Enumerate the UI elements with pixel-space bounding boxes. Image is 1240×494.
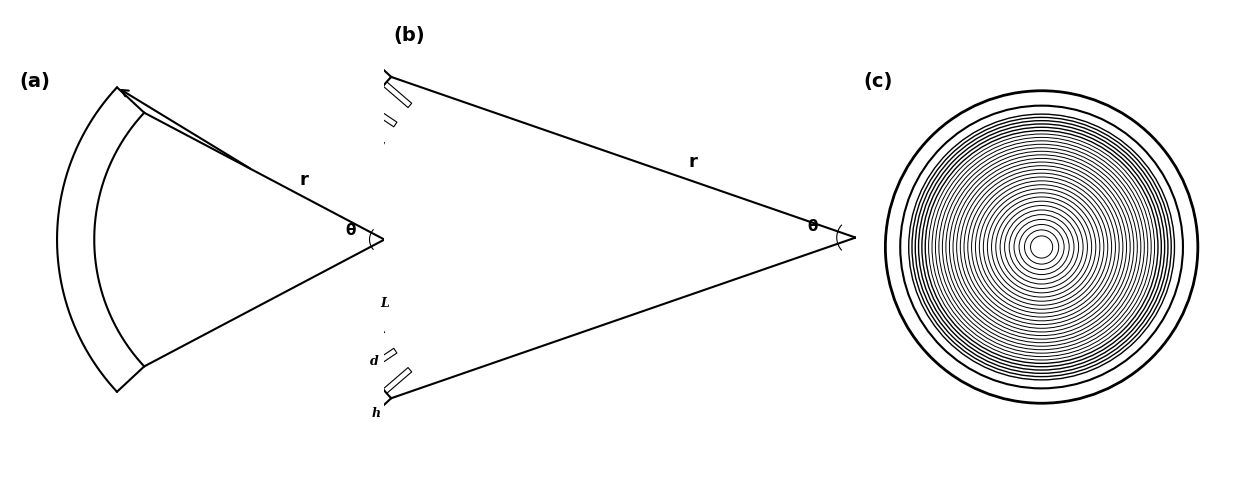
Text: $\mathbf{r}$: $\mathbf{r}$ (299, 171, 310, 189)
Text: $\mathbf{\theta}$: $\mathbf{\theta}$ (807, 218, 820, 234)
Text: (c): (c) (863, 72, 893, 91)
Text: (b): (b) (394, 26, 425, 44)
Text: $\mathbf{r}$: $\mathbf{r}$ (688, 153, 698, 171)
Text: h: h (372, 407, 381, 420)
Text: d: d (370, 356, 378, 369)
Text: L: L (381, 297, 389, 310)
Text: $\mathbf{\theta}$: $\mathbf{\theta}$ (345, 222, 357, 238)
Text: (a): (a) (20, 72, 51, 91)
